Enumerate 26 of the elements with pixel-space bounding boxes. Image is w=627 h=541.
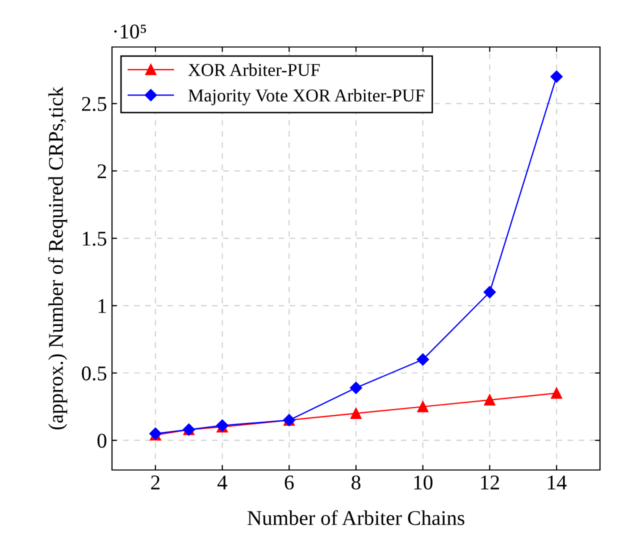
x-tick-label: 10 (414, 475, 432, 490)
text: ·10⁵ (114, 24, 146, 39)
point (550, 70, 563, 83)
point (417, 401, 428, 412)
x-tick-label: 6 (284, 476, 294, 490)
point (416, 353, 429, 366)
x-tick-label: 12 (481, 476, 499, 490)
y-tick-label: 0.5 (82, 366, 106, 381)
legend-label: Majority Vote XOR Arbiter-PUF (188, 88, 424, 106)
point (350, 382, 362, 394)
legend-label: XOR Arbiter-PUF (188, 63, 320, 76)
x-tick-label: 4 (218, 476, 228, 490)
y-axis-title: (approx.) Number of Required CRPs,tick (48, 86, 68, 430)
y-tick-label: 2 (98, 164, 106, 178)
point (484, 394, 496, 406)
x-tick-label: 2 (151, 476, 160, 490)
point (350, 408, 362, 419)
y-tick-label: 1.5 (82, 232, 106, 246)
x-axis-title: Number of Arbiter Chains (248, 510, 464, 526)
point (550, 388, 562, 399)
point (484, 286, 496, 298)
y-tick-label: 1 (98, 299, 106, 313)
x-tick-label: 8 (352, 475, 360, 490)
y-tick-label: 2.5 (82, 97, 106, 112)
x-tick-label: 14 (548, 476, 567, 490)
y-tick-label: 0 (98, 434, 106, 448)
